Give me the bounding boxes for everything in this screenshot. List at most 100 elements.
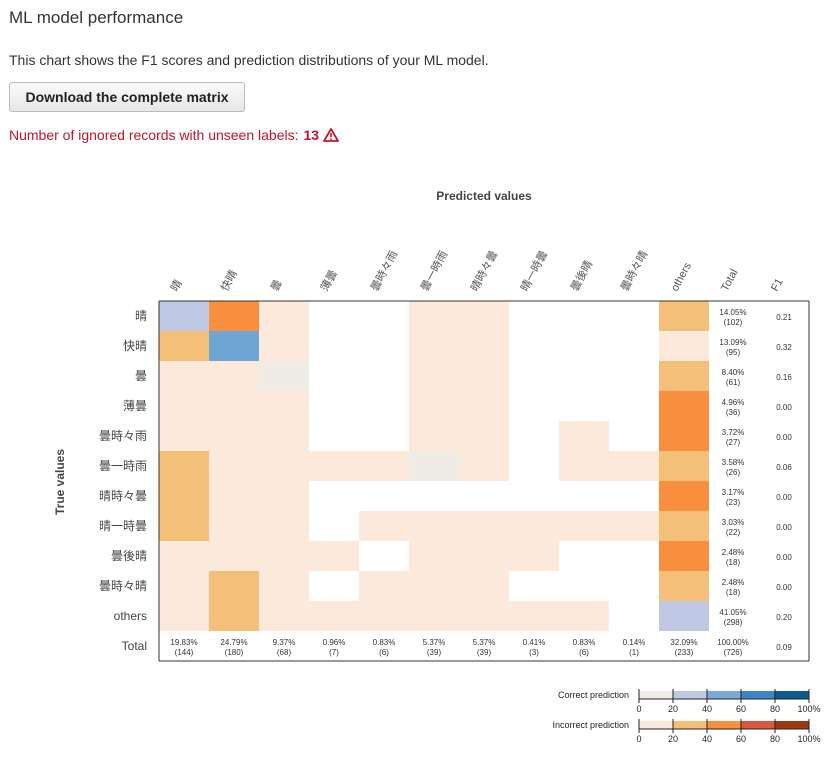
matrix-cell bbox=[459, 601, 509, 631]
matrix-cell bbox=[509, 541, 559, 571]
y-axis-label: True values bbox=[53, 449, 67, 515]
row-label: 晴一時曇 bbox=[99, 519, 147, 533]
matrix-cell bbox=[509, 451, 559, 481]
matrix-cell bbox=[359, 601, 409, 631]
row-total-count: (23) bbox=[726, 498, 741, 507]
matrix-cell bbox=[259, 391, 309, 421]
matrix-cell bbox=[609, 511, 659, 541]
column-total-percent: 0.96% bbox=[323, 638, 346, 647]
matrix-cell bbox=[459, 571, 509, 601]
matrix-cell bbox=[509, 331, 559, 361]
matrix-cell bbox=[209, 511, 259, 541]
matrix-cell bbox=[609, 451, 659, 481]
page-description: This chart shows the F1 scores and predi… bbox=[9, 52, 489, 68]
column-total-percent: 9.37% bbox=[273, 638, 296, 647]
matrix-cell bbox=[209, 541, 259, 571]
page-title: ML model performance bbox=[9, 8, 184, 27]
f1-score: 0.21 bbox=[776, 313, 792, 322]
correct-legend-tick-label: 60 bbox=[736, 704, 746, 714]
column-total-count: (3) bbox=[529, 648, 539, 657]
matrix-cell bbox=[459, 541, 509, 571]
column-header: 晴一時曇 bbox=[518, 248, 550, 293]
matrix-cell bbox=[409, 481, 459, 511]
column-header: F1 bbox=[769, 276, 786, 293]
row-total-percent: 3.03% bbox=[722, 518, 745, 527]
matrix-cell bbox=[659, 511, 709, 541]
matrix-cell bbox=[559, 451, 609, 481]
matrix-cell bbox=[259, 421, 309, 451]
matrix-cell bbox=[409, 391, 459, 421]
incorrect-legend-label: Incorrect prediction bbox=[552, 720, 629, 730]
column-total-count: (6) bbox=[579, 648, 589, 657]
matrix-cell bbox=[159, 511, 209, 541]
f1-score: 0.00 bbox=[776, 553, 792, 562]
matrix-cell bbox=[409, 571, 459, 601]
matrix-cell bbox=[459, 361, 509, 391]
incorrect-legend-tick-label: 40 bbox=[702, 734, 712, 744]
column-header: 曇後晴 bbox=[567, 258, 595, 294]
matrix-cell bbox=[209, 481, 259, 511]
grand-total-percent: 100.00% bbox=[717, 638, 749, 647]
row-total-count: (95) bbox=[726, 348, 741, 357]
matrix-cell bbox=[609, 361, 659, 391]
matrix-cell bbox=[559, 541, 609, 571]
column-total-count: (1) bbox=[629, 648, 639, 657]
row-total-count: (102) bbox=[724, 318, 743, 327]
incorrect-legend-tick-label: 60 bbox=[736, 734, 746, 744]
row-label: others bbox=[114, 609, 147, 623]
download-matrix-button[interactable]: Download the complete matrix bbox=[9, 82, 245, 112]
matrix-cell bbox=[609, 331, 659, 361]
matrix-cell bbox=[309, 511, 359, 541]
matrix-cell bbox=[559, 571, 609, 601]
matrix-cell bbox=[159, 571, 209, 601]
row-total-count: (61) bbox=[726, 378, 741, 387]
column-total-percent: 0.83% bbox=[573, 638, 596, 647]
matrix-cell bbox=[409, 421, 459, 451]
row-total-count: (18) bbox=[726, 588, 741, 597]
matrix-cell bbox=[609, 571, 659, 601]
matrix-cell bbox=[159, 391, 209, 421]
column-total-percent: 5.37% bbox=[473, 638, 496, 647]
matrix-cell bbox=[659, 391, 709, 421]
matrix-cell bbox=[259, 301, 309, 331]
correct-legend-tick-label: 0 bbox=[636, 704, 641, 714]
f1-score: 0.32 bbox=[776, 343, 792, 352]
matrix-cell bbox=[359, 481, 409, 511]
matrix-cell bbox=[609, 301, 659, 331]
column-total-percent: 24.79% bbox=[220, 638, 247, 647]
matrix-cell bbox=[359, 451, 409, 481]
matrix-cell bbox=[609, 481, 659, 511]
row-total-count: (26) bbox=[726, 468, 741, 477]
column-total-count: (144) bbox=[175, 648, 194, 657]
column-total-percent: 32.09% bbox=[670, 638, 697, 647]
row-label: 曇時々雨 bbox=[99, 429, 147, 443]
column-total-count: (39) bbox=[477, 648, 492, 657]
matrix-cell bbox=[259, 361, 309, 391]
matrix-cell bbox=[309, 331, 359, 361]
column-header: 曇時々晴 bbox=[618, 248, 650, 293]
matrix-cell bbox=[309, 301, 359, 331]
incorrect-legend-swatch bbox=[741, 721, 775, 729]
matrix-cell bbox=[259, 571, 309, 601]
column-total-count: (6) bbox=[379, 648, 389, 657]
row-label-total: Total bbox=[122, 639, 147, 653]
column-header: 晴時々曇 bbox=[468, 248, 500, 293]
row-label: 曇 bbox=[135, 369, 147, 383]
column-total-count: (39) bbox=[427, 648, 442, 657]
matrix-cell bbox=[409, 541, 459, 571]
matrix-cell bbox=[159, 331, 209, 361]
correct-legend-label: Correct prediction bbox=[558, 690, 629, 700]
matrix-cell bbox=[509, 481, 559, 511]
row-total-percent: 3.17% bbox=[722, 488, 745, 497]
row-total-count: (298) bbox=[724, 618, 743, 627]
correct-legend-tick-label: 20 bbox=[668, 704, 678, 714]
matrix-cell bbox=[659, 421, 709, 451]
matrix-cell bbox=[509, 421, 559, 451]
f1-score: 0.00 bbox=[776, 403, 792, 412]
incorrect-legend-swatch bbox=[639, 721, 673, 729]
f1-score: 0.00 bbox=[776, 433, 792, 442]
matrix-cell bbox=[459, 331, 509, 361]
matrix-cell bbox=[509, 361, 559, 391]
matrix-cell bbox=[459, 391, 509, 421]
